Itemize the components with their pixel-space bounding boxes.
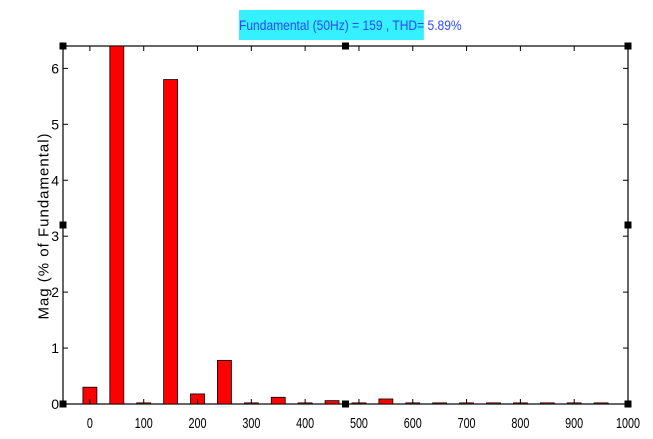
x-tick-label-800: 800: [511, 414, 529, 431]
x-tick-label-600: 600: [404, 414, 422, 431]
bar-750hz: [486, 402, 501, 405]
selection-handle-6: [342, 400, 349, 408]
selection-handle-3: [59, 221, 67, 229]
x-tick-label-200: 200: [189, 414, 207, 431]
y-tick-label-3: 3: [51, 228, 59, 244]
x-tick-label-0: 0: [87, 414, 93, 431]
x-tick-label-300: 300: [242, 414, 260, 431]
x-tick-label-900: 900: [565, 414, 583, 431]
x-tick-label-100: 100: [135, 414, 153, 431]
x-tick-label-500: 500: [350, 414, 368, 431]
bar-450hz: [324, 400, 340, 405]
bar-550hz: [378, 398, 394, 405]
selection-handle-0: [59, 42, 67, 50]
x-tick-label-1000: 1000: [616, 414, 640, 431]
y-tick-label-5: 5: [51, 116, 59, 132]
bar-850hz: [539, 402, 555, 405]
axes-frame: [62, 45, 629, 405]
y-tick-label-2: 2: [51, 284, 59, 300]
bar-950hz: [593, 402, 609, 405]
x-tick-label-400: 400: [296, 414, 314, 431]
y-tick-label-6: 6: [51, 60, 59, 76]
selection-handle-7: [624, 400, 632, 408]
bar-350hz: [270, 396, 286, 405]
selection-handle-1: [342, 42, 349, 50]
y-tick-label-4: 4: [51, 172, 59, 188]
chart-title: Fundamental (50Hz) = 159 , THD= 5.89%: [239, 10, 462, 40]
selection-handle-4: [624, 221, 632, 229]
y-tick-label-1: 1: [51, 340, 59, 356]
bar-250hz: [217, 359, 232, 405]
selection-handle-5: [59, 400, 67, 408]
bar-50hz: [109, 45, 125, 405]
x-tick-label-700: 700: [458, 414, 476, 431]
selection-handle-2: [624, 42, 632, 50]
y-tick-label-0: 0: [51, 396, 59, 412]
bar-650hz: [432, 402, 448, 405]
bar-150hz: [163, 79, 179, 405]
